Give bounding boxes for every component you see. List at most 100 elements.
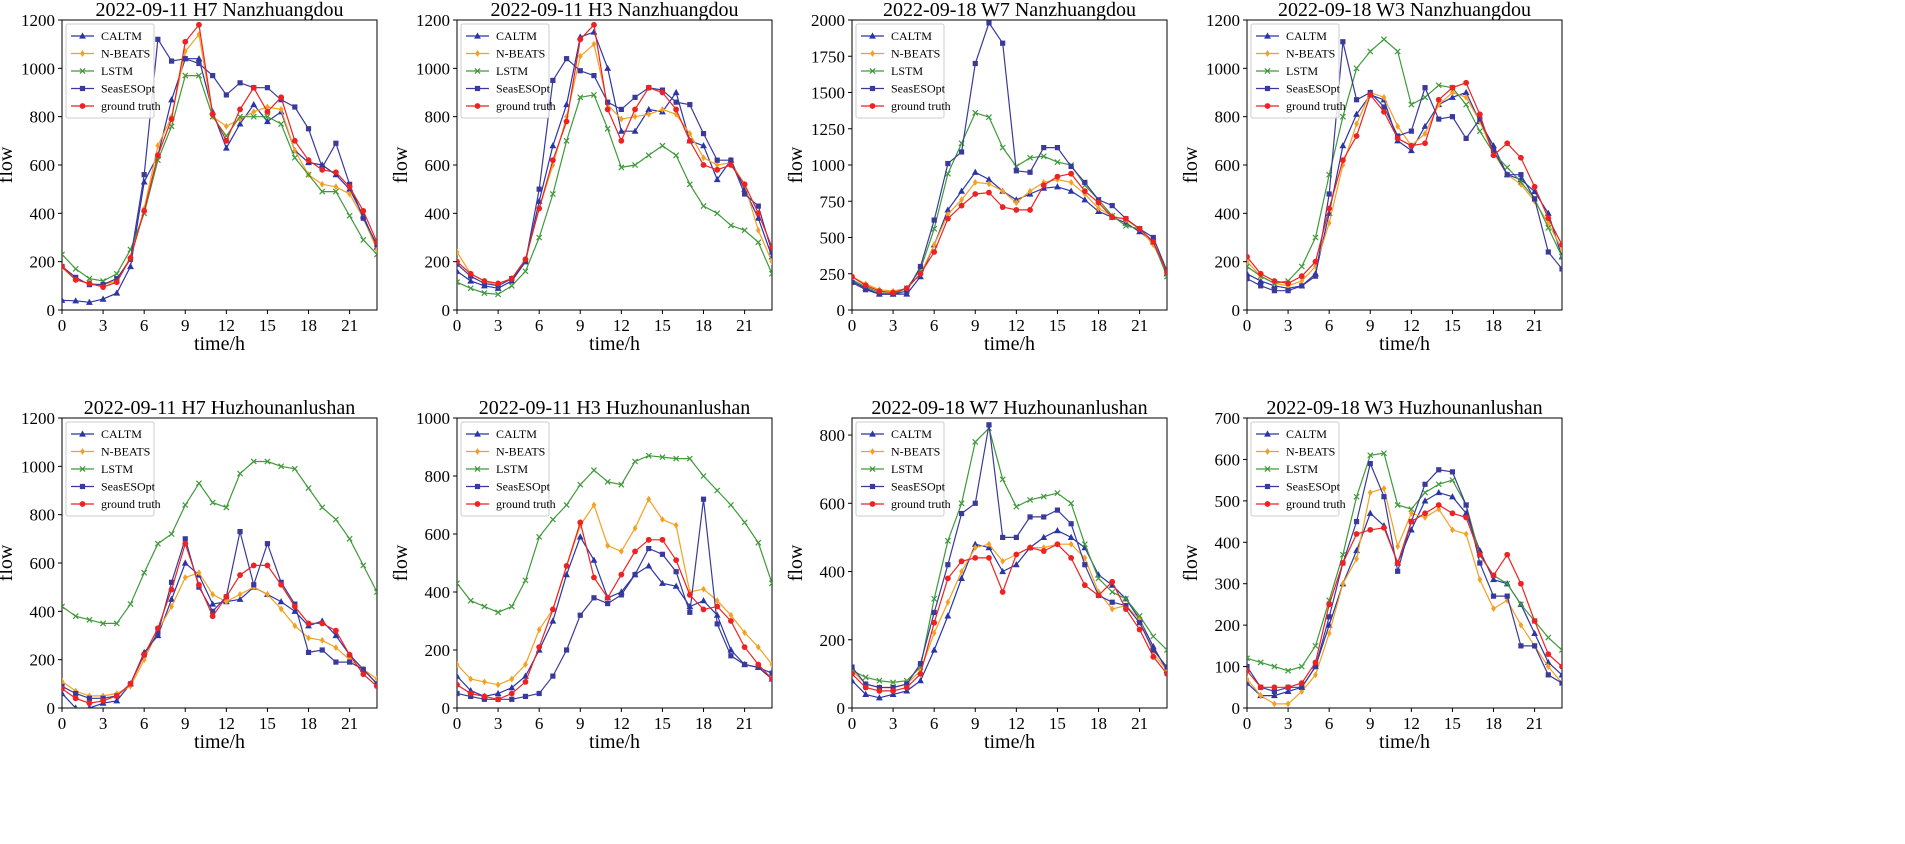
series-seasesopt <box>62 528 377 701</box>
data-point-lstm <box>1422 489 1429 496</box>
data-point-ground-truth <box>1545 215 1552 222</box>
data-point-lstm <box>1367 48 1374 55</box>
data-point-ground-truth <box>508 275 515 282</box>
data-point-n-beats <box>1109 605 1115 613</box>
legend-label: SeasESOpt <box>101 480 156 494</box>
y-axis-label: flow <box>390 146 412 183</box>
data-point-n-beats <box>1436 101 1442 108</box>
data-point-ground-truth <box>728 618 734 624</box>
data-point-n-beats <box>319 636 325 644</box>
data-point-ground-truth <box>1559 663 1562 670</box>
data-point-n-beats <box>632 524 638 532</box>
legend: CALTM N-BEATS LSTM SeasESOpt ground truth <box>855 421 951 517</box>
data-point-lstm <box>72 265 79 272</box>
data-point-ground-truth <box>333 169 339 176</box>
data-point-seasesopt <box>1109 599 1115 605</box>
data-point-caltm <box>563 100 570 108</box>
data-point-caltm <box>659 579 666 586</box>
series-caltm <box>1247 488 1562 699</box>
data-point-ground-truth <box>72 276 79 283</box>
data-point-ground-truth <box>1326 205 1333 212</box>
data-point-ground-truth <box>100 284 106 290</box>
data-point-seasesopt <box>1545 672 1551 678</box>
data-point-seasesopt <box>481 696 487 702</box>
data-point-seasesopt <box>563 647 570 653</box>
data-point-n-beats <box>1367 489 1373 496</box>
data-point-seasesopt <box>945 562 951 568</box>
data-point-n-beats <box>1068 540 1074 548</box>
legend-box <box>855 421 945 517</box>
data-point-lstm <box>577 481 584 488</box>
legend-box <box>1250 421 1340 517</box>
series-caltm <box>1247 88 1562 291</box>
data-point-ground-truth <box>686 137 693 144</box>
data-point-ground-truth <box>632 548 638 555</box>
data-point-ground-truth <box>1095 199 1102 206</box>
data-point-seasesopt <box>182 536 188 542</box>
data-point-lstm <box>291 154 298 161</box>
data-point-ground-truth <box>1257 270 1264 277</box>
data-point-ground-truth <box>1312 258 1319 265</box>
data-point-n-beats <box>374 675 377 683</box>
series-caltm <box>62 559 377 708</box>
x-tick-label: 6 <box>140 316 149 335</box>
data-point-lstm <box>1257 659 1264 666</box>
data-point-ground-truth <box>237 106 243 113</box>
data-point-ground-truth <box>1381 108 1387 115</box>
data-point-lstm <box>1408 506 1415 513</box>
series-line-n-beats <box>852 178 1167 292</box>
data-point-ground-truth <box>1504 140 1511 147</box>
x-axis-label: time/h <box>984 731 1035 753</box>
data-point-ground-truth <box>522 256 529 263</box>
legend-label: LSTM <box>1286 462 1318 476</box>
y-tick-label: 600 <box>820 494 846 513</box>
y-axis-label: flow <box>785 146 807 183</box>
data-point-seasesopt <box>890 684 896 691</box>
data-point-n-beats <box>1436 505 1442 513</box>
x-tick-label: 12 <box>218 714 235 733</box>
data-point-lstm <box>182 501 189 509</box>
data-point-caltm <box>563 571 570 578</box>
y-tick-label: 800 <box>1215 108 1241 127</box>
data-point-ground-truth <box>457 258 460 265</box>
y-tick-label: 400 <box>425 583 451 602</box>
data-point-ground-truth <box>1298 273 1305 280</box>
data-point-ground-truth <box>141 651 148 658</box>
data-point-ground-truth <box>209 111 216 118</box>
data-point-ground-truth <box>862 684 869 691</box>
data-point-seasesopt <box>958 149 965 155</box>
data-point-n-beats <box>1068 179 1074 186</box>
x-tick-label: 0 <box>58 714 67 733</box>
data-point-n-beats <box>1545 219 1551 227</box>
data-point-seasesopt <box>1123 603 1129 609</box>
data-point-ground-truth <box>1449 510 1456 517</box>
data-point-caltm <box>457 672 461 679</box>
data-point-ground-truth <box>876 688 883 694</box>
series-ground-truth <box>852 170 1167 296</box>
data-point-lstm <box>332 516 339 523</box>
data-point-ground-truth <box>154 152 161 159</box>
data-point-seasesopt <box>632 572 638 578</box>
data-point-n-beats <box>591 501 597 509</box>
data-point-ground-truth <box>278 581 285 588</box>
data-point-ground-truth <box>563 563 570 569</box>
data-point-seasesopt <box>1137 620 1143 626</box>
x-tick-label: 9 <box>181 714 190 733</box>
data-point-lstm <box>1367 452 1374 459</box>
data-point-lstm <box>536 533 543 540</box>
subplot-panels: 2022-09-11 H7 Nanzhuangdou02004006008001… <box>0 0 1563 753</box>
chart-title: 2022-09-18 W7 Nanzhuangdou <box>883 0 1136 21</box>
data-point-ground-truth <box>563 118 570 125</box>
data-point-lstm <box>264 458 271 465</box>
data-point-seasesopt <box>863 287 869 293</box>
legend-marker <box>475 50 480 57</box>
data-point-caltm <box>250 100 258 108</box>
data-point-seasesopt <box>605 601 611 607</box>
data-point-n-beats <box>155 142 161 150</box>
legend: CALTM N-BEATS LSTM SeasESOpt ground truth <box>855 23 951 119</box>
data-point-ground-truth <box>618 137 625 144</box>
data-point-caltm <box>1462 88 1470 96</box>
data-point-seasesopt <box>577 612 583 618</box>
x-tick-label: 3 <box>1284 316 1293 335</box>
series-line-caltm <box>852 171 1167 295</box>
